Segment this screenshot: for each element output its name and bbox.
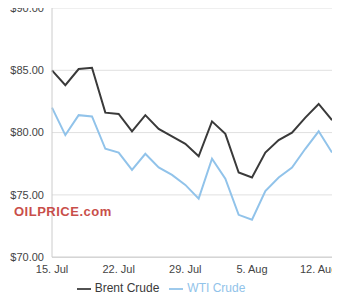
svg-text:$70.00: $70.00 <box>10 251 44 263</box>
svg-text:$80.00: $80.00 <box>10 126 44 138</box>
svg-text:$90.00: $90.00 <box>10 8 44 14</box>
svg-text:22. Jul: 22. Jul <box>102 263 134 275</box>
svg-text:12. Aug: 12. Aug <box>300 263 332 275</box>
svg-text:15. Jul: 15. Jul <box>36 263 68 275</box>
svg-text:5. Aug: 5. Aug <box>236 263 267 275</box>
svg-text:29. Jul: 29. Jul <box>169 263 201 275</box>
html-text:WTI Crude: WTI Crude <box>187 281 246 296</box>
svg-text:$85.00: $85.00 <box>10 64 44 76</box>
svg-text:$75.00: $75.00 <box>10 189 44 201</box>
html-text:OILPRICE.com: OILPRICE.com <box>14 204 112 219</box>
html-text:Brent Crude: Brent Crude <box>94 281 160 296</box>
